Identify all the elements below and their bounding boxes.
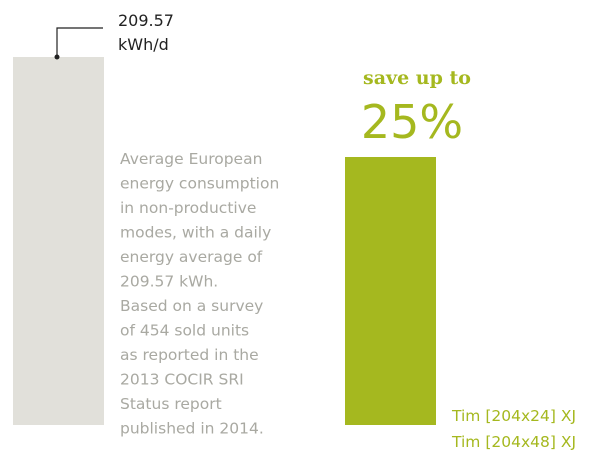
description-line: of 454 sold units	[120, 322, 249, 340]
description-line: Average European	[120, 150, 262, 168]
description-line: Based on a survey	[120, 297, 263, 315]
description-line: modes, with a daily	[120, 224, 271, 242]
callout-dot	[54, 54, 60, 60]
description: Average European energy consumption in non…	[120, 150, 279, 438]
legend-item: Tim [204x48] XJ	[451, 433, 576, 451]
savings-bar	[345, 157, 436, 425]
description-line: energy consumption	[120, 175, 279, 193]
description-line: published in 2014.	[120, 420, 264, 438]
description-line: 2013 COCIR SRI	[120, 371, 244, 389]
legend-item: Tim [204x24] XJ	[451, 407, 576, 425]
callout-unit: kWh/d	[118, 35, 169, 54]
description-line: 209.57 kWh.	[120, 273, 218, 291]
highlight-value: 25%	[361, 95, 463, 149]
description-line: in non-productive	[120, 199, 256, 217]
callout-value: 209.57	[118, 11, 174, 30]
callout-line	[56, 27, 103, 57]
highlight-lead: save up to	[363, 67, 471, 89]
description-line: as reported in the	[120, 346, 259, 364]
description-line: energy average of	[120, 248, 263, 266]
baseline-bar	[13, 57, 104, 425]
description-line: Status report	[120, 395, 222, 413]
